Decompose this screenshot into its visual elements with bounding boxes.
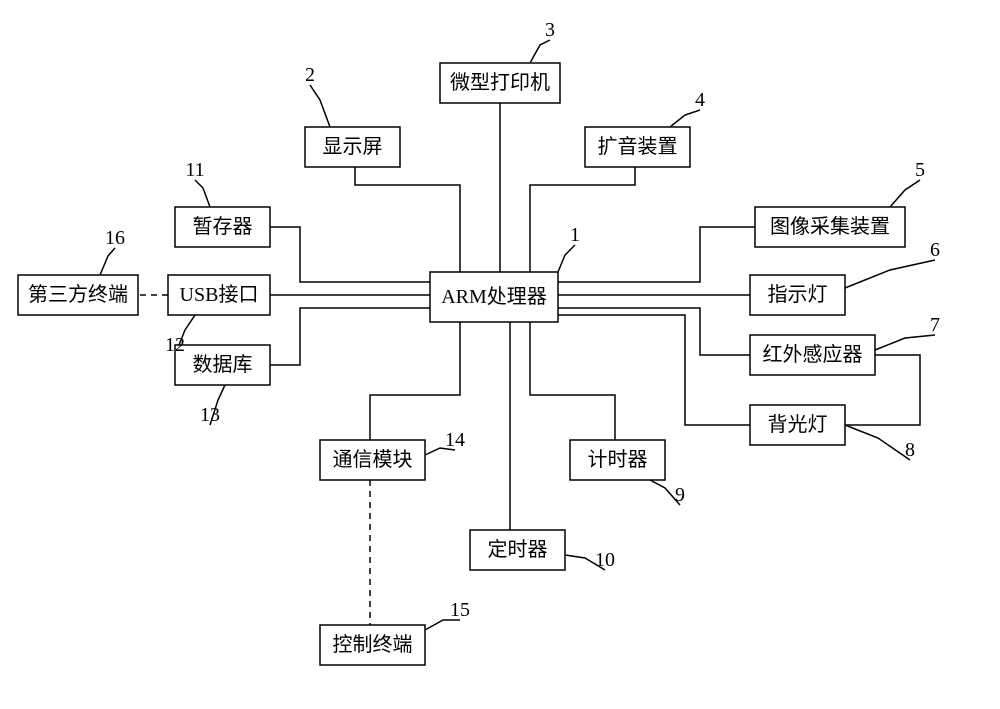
block-diagram: ARM处理器 显示屏 微型打印机扩音装置图像采集装置指示灯红外感应器背光灯计时器定时… bbox=[0, 0, 1000, 709]
leader-p8 bbox=[845, 425, 910, 460]
callout-p12: 12 bbox=[165, 334, 185, 356]
leader-p2 bbox=[310, 85, 330, 127]
node-n2-label: 显示屏 bbox=[323, 136, 383, 158]
node-n14-label: 通信模块 bbox=[333, 448, 413, 471]
edge-n1-n2 bbox=[355, 167, 460, 272]
leader-p15 bbox=[425, 620, 460, 630]
callout-p6: 6 bbox=[930, 239, 940, 261]
node-n3-label: 微型打印机 bbox=[450, 71, 550, 94]
callout-p13: 13 bbox=[200, 404, 220, 426]
leader-p16 bbox=[100, 248, 115, 275]
edge-n1-n4 bbox=[530, 167, 635, 272]
leader-p4 bbox=[670, 110, 700, 127]
callout-p15: 15 bbox=[450, 599, 470, 621]
edge-n1-n14 bbox=[370, 322, 460, 440]
leader-p11 bbox=[195, 180, 210, 207]
callout-p16: 16 bbox=[105, 227, 125, 249]
callout-p11: 11 bbox=[185, 159, 204, 181]
callout-p1: 1 bbox=[570, 224, 580, 246]
node-n6-label: 指示灯 bbox=[768, 283, 828, 306]
callout-p10: 10 bbox=[595, 549, 615, 571]
edge-n1-n9 bbox=[530, 322, 615, 440]
callout-p14: 14 bbox=[445, 429, 465, 451]
edge-n1-n13 bbox=[270, 308, 430, 365]
callout-p3: 3 bbox=[545, 19, 555, 41]
callout-p7: 7 bbox=[930, 314, 940, 336]
node-n13-label: 数据库 bbox=[193, 353, 253, 376]
node-n12-label: USB接口 bbox=[180, 283, 259, 306]
callout-p2: 2 bbox=[305, 64, 315, 86]
callout-p5: 5 bbox=[915, 159, 925, 181]
leader-p6 bbox=[845, 260, 935, 288]
callout-p8: 8 bbox=[905, 439, 915, 461]
node-n7-label: 红外感应器 bbox=[763, 343, 863, 366]
node-n16-label: 第三方终端 bbox=[28, 283, 128, 306]
callout-p4: 4 bbox=[695, 89, 705, 111]
edge-n1-n8 bbox=[558, 315, 750, 425]
node-n1-label: ARM处理器 bbox=[441, 285, 547, 308]
node-n10-label: 定时器 bbox=[488, 538, 548, 561]
leader-p5 bbox=[890, 180, 920, 207]
node-n15-label: 控制终端 bbox=[333, 633, 413, 656]
node-n8-label: 背光灯 bbox=[768, 413, 828, 436]
node-n9-label: 计时器 bbox=[588, 448, 648, 471]
node-n5-label: 图像采集装置 bbox=[770, 215, 890, 238]
node-n11-label: 暂存器 bbox=[193, 215, 253, 238]
edge-n1-n11 bbox=[270, 227, 430, 282]
node-n4-label: 扩音装置 bbox=[598, 135, 678, 158]
leader-p1 bbox=[558, 245, 575, 272]
leader-p3 bbox=[530, 40, 550, 63]
callout-p9: 9 bbox=[675, 484, 685, 506]
edge-n1-n5 bbox=[558, 227, 755, 282]
leader-p7 bbox=[875, 335, 935, 350]
